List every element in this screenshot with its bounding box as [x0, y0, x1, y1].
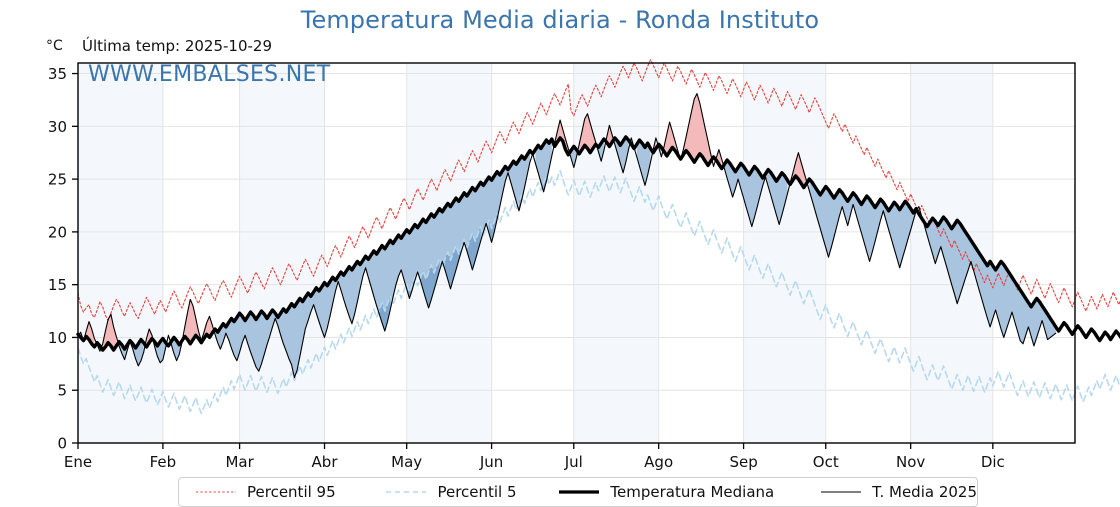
legend-item[interactable]: Percentil 95 [179, 478, 336, 506]
x-tick-label: Feb [150, 453, 177, 471]
y-tick-label: 10 [48, 329, 67, 347]
month-band [239, 63, 325, 443]
y-tick-label: 15 [48, 276, 67, 294]
x-tick-label: Dic [981, 453, 1005, 471]
fill-below-median [636, 140, 651, 186]
x-tick-label: Ago [644, 453, 673, 471]
x-tick-label: Jun [479, 453, 503, 471]
fill-below-median [535, 139, 552, 192]
y-axis-unit-label: °C [46, 38, 63, 54]
y-tick-label: 30 [48, 118, 67, 136]
fill-below-p5 [445, 226, 481, 289]
y-tick-label: 35 [48, 65, 67, 83]
fill-above-median [683, 93, 711, 166]
legend-item[interactable]: Temperatura Mediana [542, 478, 774, 506]
legend-item[interactable]: T. Media 2025 [804, 478, 977, 506]
x-tick-label: Jul [564, 453, 583, 471]
x-tick-label: Ene [64, 453, 92, 471]
fill-above-median [579, 113, 596, 154]
legend-line-sample [821, 491, 862, 493]
fill-below-median [924, 217, 1056, 346]
last-temp-label: Última temp: 2025-10-29 [82, 37, 273, 55]
x-tick-label: Oct [813, 453, 839, 471]
fill-below-p5 [406, 277, 415, 299]
series-line-t-media-2025 [77, 93, 1057, 379]
fill-above-median [790, 152, 807, 188]
fill-below-median [809, 179, 917, 268]
x-tick-label: May [391, 453, 422, 471]
legend-line-sample [386, 491, 427, 493]
y-tick-label: 20 [48, 223, 67, 241]
fill-above-median [86, 321, 95, 347]
legend-line-sample [559, 490, 600, 494]
legend-item-label: Percentil 5 [437, 483, 517, 501]
fill-below-median [154, 338, 166, 363]
series-line-percentil-5 [77, 169, 1120, 415]
watermark-label: WWW.EMBALSES.NET [88, 62, 331, 87]
chart-legend: Percentil 95 Percentil 5 Temperatura Media… [178, 477, 978, 507]
legend-item-label: Temperatura Mediana [610, 483, 775, 501]
plot-frame [77, 62, 1076, 444]
y-tick-label: 5 [57, 382, 67, 400]
legend-item-label: Percentil 95 [247, 483, 336, 501]
y-tick-label: 0 [57, 435, 67, 453]
series-line-temperatura-mediana [76, 135, 1120, 352]
y-tick-label: 25 [48, 171, 67, 189]
x-tick-label: Sep [729, 453, 757, 471]
month-band [743, 63, 826, 443]
x-tick-label: Mar [225, 453, 254, 471]
fill-above-median [184, 299, 213, 344]
fill-below-median [171, 337, 183, 361]
legend-item[interactable]: Percentil 5 [369, 478, 517, 506]
legend-item-label: T. Media 2025 [872, 483, 977, 501]
x-tick-label: Abr [312, 453, 339, 471]
fill-above-median [102, 314, 117, 351]
legend-line-sample [196, 491, 236, 493]
page-title: Temperatura Media diaria - Ronda Institu… [300, 6, 820, 34]
x-tick-label: Nov [896, 453, 925, 471]
